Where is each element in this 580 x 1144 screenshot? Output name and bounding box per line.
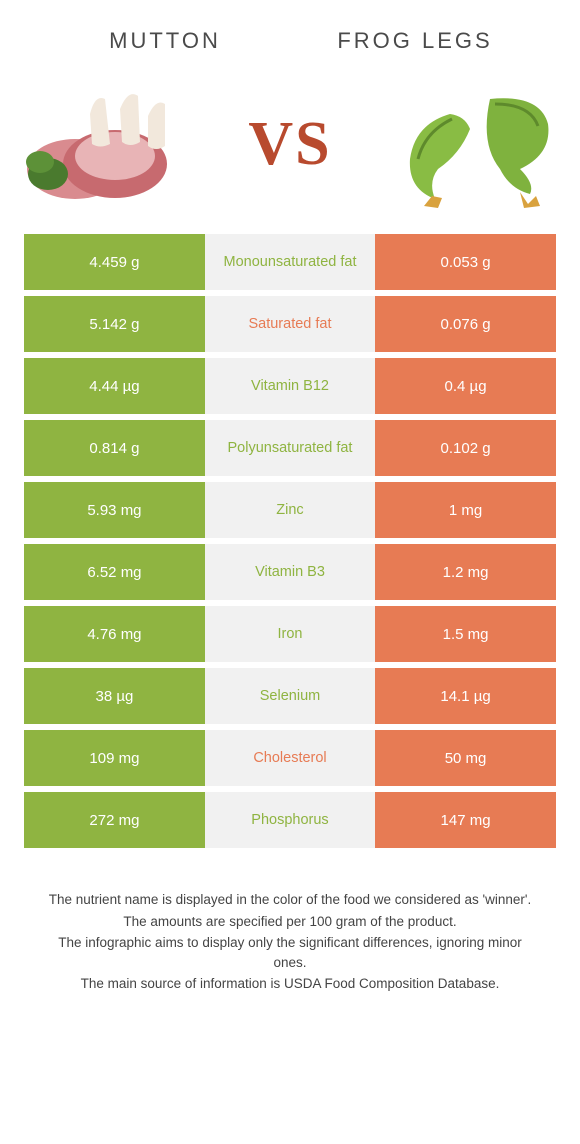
nutrient-label: Selenium xyxy=(205,668,375,724)
value-left: 272 mg xyxy=(24,792,205,848)
value-right: 14.1 µg xyxy=(375,668,556,724)
comparison-table: 4.459 gMonounsaturated fat0.053 g 5.142 g… xyxy=(0,234,580,848)
footer-line: The nutrient name is displayed in the co… xyxy=(40,890,540,910)
table-row: 272 mgPhosphorus147 mg xyxy=(24,792,556,848)
header: Mutton Frog legs xyxy=(0,0,580,64)
table-row: 38 µgSelenium14.1 µg xyxy=(24,668,556,724)
table-row: 5.142 gSaturated fat0.076 g xyxy=(24,296,556,352)
vs-label: VS xyxy=(248,109,331,180)
table-row: 4.44 µgVitamin B120.4 µg xyxy=(24,358,556,414)
value-left: 4.76 mg xyxy=(24,606,205,662)
title-left: Mutton xyxy=(40,28,290,54)
frog-legs-image xyxy=(380,74,560,214)
nutrient-label: Saturated fat xyxy=(205,296,375,352)
footer-line: The amounts are specified per 100 gram o… xyxy=(40,912,540,932)
table-row: 4.76 mgIron1.5 mg xyxy=(24,606,556,662)
footer-line: The infographic aims to display only the… xyxy=(40,933,540,972)
title-right: Frog legs xyxy=(290,28,540,54)
table-row: 0.814 gPolyunsaturated fat0.102 g xyxy=(24,420,556,476)
value-left: 5.142 g xyxy=(24,296,205,352)
value-right: 0.076 g xyxy=(375,296,556,352)
mutton-image xyxy=(20,74,200,214)
table-row: 4.459 gMonounsaturated fat0.053 g xyxy=(24,234,556,290)
nutrient-label: Iron xyxy=(205,606,375,662)
value-right: 1 mg xyxy=(375,482,556,538)
value-left: 6.52 mg xyxy=(24,544,205,600)
value-left: 0.814 g xyxy=(24,420,205,476)
value-right: 1.5 mg xyxy=(375,606,556,662)
value-left: 4.459 g xyxy=(24,234,205,290)
nutrient-label: Vitamin B12 xyxy=(205,358,375,414)
value-right: 0.102 g xyxy=(375,420,556,476)
table-row: 5.93 mgZinc1 mg xyxy=(24,482,556,538)
nutrient-label: Phosphorus xyxy=(205,792,375,848)
table-row: 6.52 mgVitamin B31.2 mg xyxy=(24,544,556,600)
value-right: 50 mg xyxy=(375,730,556,786)
value-left: 109 mg xyxy=(24,730,205,786)
value-right: 0.053 g xyxy=(375,234,556,290)
nutrient-label: Zinc xyxy=(205,482,375,538)
footer-notes: The nutrient name is displayed in the co… xyxy=(0,854,580,994)
nutrient-label: Polyunsaturated fat xyxy=(205,420,375,476)
value-right: 0.4 µg xyxy=(375,358,556,414)
nutrient-label: Cholesterol xyxy=(205,730,375,786)
footer-line: The main source of information is USDA F… xyxy=(40,974,540,994)
value-left: 38 µg xyxy=(24,668,205,724)
value-right: 1.2 mg xyxy=(375,544,556,600)
images-row: VS xyxy=(0,64,580,234)
value-left: 4.44 µg xyxy=(24,358,205,414)
nutrient-label: Vitamin B3 xyxy=(205,544,375,600)
value-right: 147 mg xyxy=(375,792,556,848)
value-left: 5.93 mg xyxy=(24,482,205,538)
nutrient-label: Monounsaturated fat xyxy=(205,234,375,290)
table-row: 109 mgCholesterol50 mg xyxy=(24,730,556,786)
